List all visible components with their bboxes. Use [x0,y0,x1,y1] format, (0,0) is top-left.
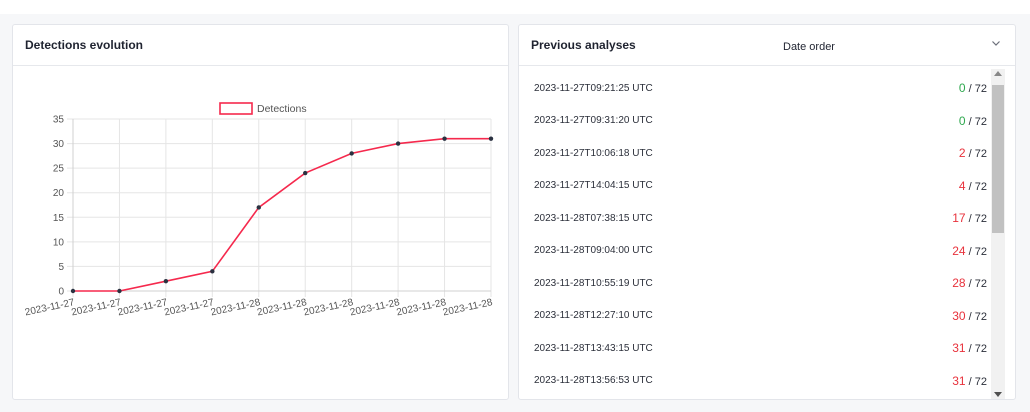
y-tick-label: 35 [53,115,65,126]
x-tick-label: 2023-11-28 [349,297,401,318]
data-point [442,136,447,141]
x-tick-label: 2023-11-27 [70,297,122,318]
sort-order-select[interactable]: Date order [783,41,835,53]
analysis-date: 2023-11-27T10:06:18 UTC [534,147,653,159]
data-point [210,269,215,274]
detection-count: 4 [958,178,966,193]
analysis-date: 2023-11-28T13:43:15 UTC [534,342,653,354]
data-point [395,141,401,146]
detection-count: 24 [952,243,966,258]
detection-total: / 72 [965,375,987,388]
detections-chart: 051015202530352023-11-272023-11-272023-1… [24,102,494,318]
detection-score: 2 / 72 [907,146,987,160]
analysis-date: 2023-11-27T09:21:25 UTC [534,82,653,94]
y-tick-label: 10 [53,237,65,248]
scrollbar-thumb[interactable] [992,85,1004,233]
scroll-down-icon[interactable] [994,392,1002,397]
legend-swatch [219,102,253,115]
detection-total: / 72 [965,278,987,290]
series-line [73,137,491,292]
detection-count: 31 [952,341,966,355]
detection-score: 24 / 72 [907,244,987,258]
analysis-section: Detections evolution 0 5 10 15 20 25 30 35 2023-… [0,14,1030,412]
data-point [303,170,308,176]
scroll-up-icon[interactable] [994,71,1002,76]
analysis-date: 2023-11-27T09:31:20 UTC [534,115,653,126]
x-tick-label: 2023-11-27 [24,297,76,318]
data-point [349,151,354,156]
data-point [256,205,261,210]
analysis-row[interactable]: 2023-11-28T07:38:15 UTC 17 / 72 [519,202,989,234]
x-tick-label: 2023-11-27 [117,297,169,318]
x-tick-label: 2023-11-28 [256,297,308,318]
analysis-row[interactable]: 2023-11-28T13:56:53 UTC 31 / 72 [519,365,989,397]
analysis-row[interactable]: 2023-11-27T14:04:15 UTC 4 / 72 [519,170,989,202]
x-tick-label: 2023-11-27 [163,297,215,318]
y-tick-label: 30 [53,139,65,150]
analysis-date: 2023-11-28T07:38:15 UTC [534,212,653,224]
analysis-date: 2023-11-28T12:27:10 UTC [534,310,653,321]
card-header: Previous analyses [519,25,1015,66]
detection-score: 17 / 72 [907,211,987,225]
detection-count: 31 [952,373,966,388]
data-point [488,136,494,141]
detection-total: / 72 [965,213,987,225]
analysis-row[interactable]: 2023-11-28T10:55:19 UTC 28 / 72 [519,267,989,299]
detection-count: 0 [958,113,966,128]
analysis-row[interactable]: 2023-11-27T09:21:25 UTC 0 / 72 [519,72,989,104]
detection-count: 17 [952,211,966,225]
x-tick-label: 2023-11-28 [442,297,494,318]
x-tick-label: 2023-11-28 [396,297,448,318]
analysis-row[interactable]: 2023-11-28T13:43:15 UTC 31 / 72 [519,332,989,364]
x-tick-label: 2023-11-28 [303,297,355,318]
detection-total: / 72 [965,148,987,160]
analysis-date: 2023-11-28T13:56:53 UTC [534,375,653,386]
data-point [70,288,76,294]
detection-count: 0 [958,81,966,95]
detection-count: 2 [958,146,966,160]
previous-analyses-title: Previous analyses [531,38,636,52]
y-tick-label: 25 [53,164,65,175]
detection-score: 4 / 72 [907,179,987,193]
card-header: Detections evolution [13,25,508,66]
detection-score: 31 / 72 [907,374,987,388]
detection-count: 30 [952,308,966,323]
analysis-date: 2023-11-28T09:04:00 UTC [534,245,653,256]
y-tick-label: 0 [58,287,64,298]
detection-total: / 72 [965,245,987,258]
detection-score: 30 / 72 [907,309,987,323]
detection-score: 0 / 72 [907,114,987,128]
analysis-row[interactable]: 2023-11-28T09:04:00 UTC 24 / 72 [519,235,989,267]
top-strip [0,0,1030,15]
previous-analyses-card: Previous analyses Date order 2023-11-27T… [518,24,1016,400]
y-tick-label: 15 [53,213,65,224]
detection-score: 28 / 72 [907,276,987,290]
analysis-date: 2023-11-27T14:04:15 UTC [534,180,653,191]
data-point [163,278,169,284]
detection-count: 28 [952,276,966,290]
detection-total: / 72 [965,343,987,355]
x-tick-label: 2023-11-28 [210,297,262,318]
detection-total: / 72 [965,83,987,95]
detection-score: 31 / 72 [907,341,987,355]
detections-evolution-card: Detections evolution 0 5 10 15 20 25 30 35 2023-… [12,24,509,400]
data-point [117,288,122,294]
detection-total: / 72 [965,115,987,128]
legend-label: Detections [257,103,307,115]
analyses-list: 2023-11-27T09:21:25 UTC 0 / 72 2023-11-27T… [519,67,989,399]
analysis-row[interactable]: 2023-11-28T12:27:10 UTC 30 / 72 [519,300,989,332]
detections-evolution-title: Detections evolution [25,38,144,52]
detection-total: / 72 [965,310,987,323]
y-tick-label: 20 [53,188,65,199]
analysis-date: 2023-11-28T10:55:19 UTC [534,277,653,289]
detection-score: 0 / 72 [907,81,987,95]
y-tick-label: 5 [58,262,64,273]
detection-total: / 72 [965,180,987,193]
chevron-down-icon[interactable] [991,38,1001,48]
analysis-row[interactable]: 2023-11-27T09:31:20 UTC 0 / 72 [519,105,989,137]
analysis-row[interactable]: 2023-11-27T10:06:18 UTC 2 / 72 [519,137,989,169]
